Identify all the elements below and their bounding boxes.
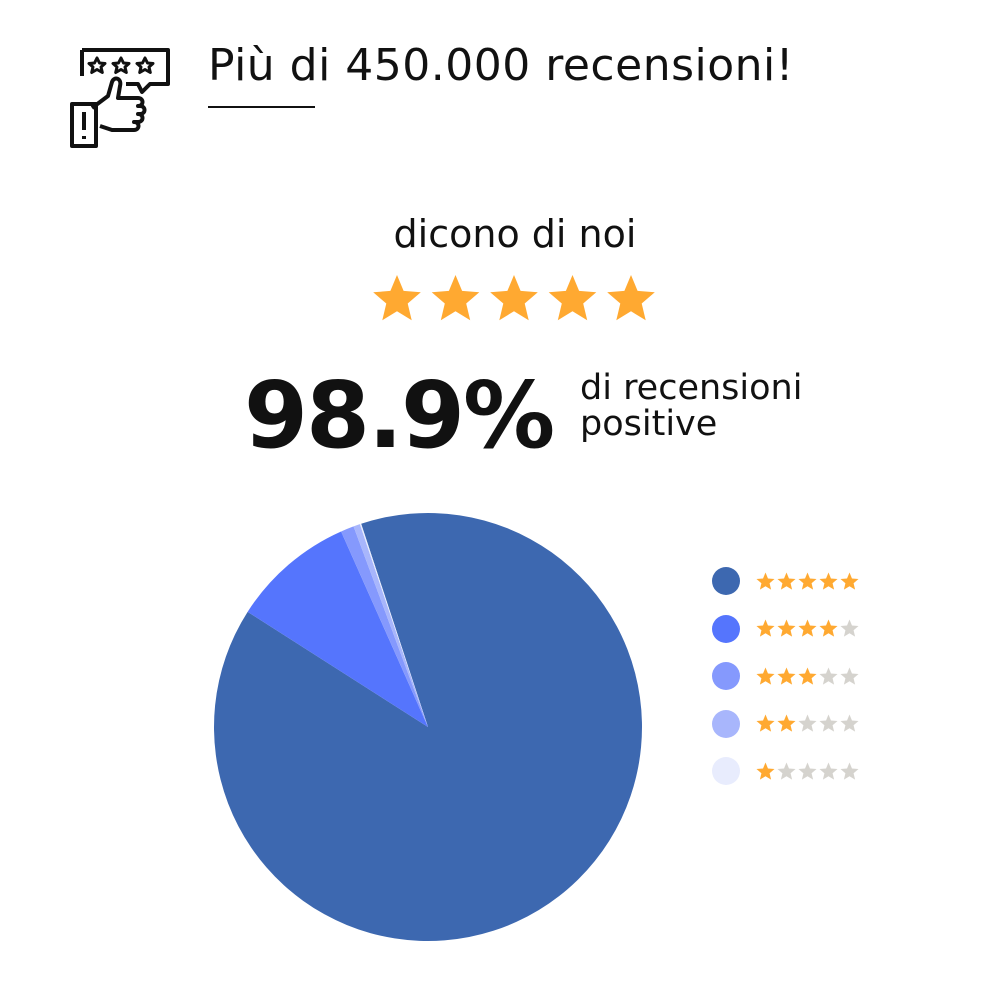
star-icon (548, 275, 597, 321)
legend-item-1-stars (712, 756, 861, 786)
star-filled-icon (840, 571, 859, 590)
star-empty-icon (798, 761, 817, 780)
star-filled-icon (777, 666, 796, 685)
star-filled-icon (798, 666, 817, 685)
star-filled-icon (819, 571, 838, 590)
title-underline (208, 106, 315, 108)
legend-item-4-stars (712, 614, 861, 644)
pie-slice-4-stars (247, 531, 428, 727)
star-filled-icon (756, 714, 775, 732)
star-empty-icon (819, 714, 838, 732)
thumbs-up-review-stars-icon (70, 48, 170, 148)
star-empty-icon (819, 666, 838, 685)
pie-slice-2-stars (353, 524, 428, 727)
star-filled-icon (798, 571, 817, 590)
legend-swatch (712, 567, 740, 595)
star-empty-icon (840, 761, 859, 780)
star-filled-icon (756, 761, 775, 780)
star-icon (607, 275, 655, 321)
star-empty-icon (840, 666, 859, 685)
positive-percentage: 98.9% (244, 362, 555, 469)
star-empty-icon (840, 714, 859, 732)
legend-swatch (712, 709, 740, 738)
legend-swatch (712, 662, 740, 690)
star-filled-icon (798, 619, 817, 637)
star-empty-icon (819, 761, 838, 780)
star-filled-icon (756, 571, 775, 590)
positive-label-line2: positive (580, 404, 718, 444)
star-empty-icon (798, 714, 817, 732)
subtitle: dicono di noi (393, 212, 637, 256)
pie-slice-1-stars (359, 523, 428, 727)
pie-chart (213, 513, 642, 941)
legend-item-5-stars (712, 566, 861, 596)
star-icon (490, 275, 538, 321)
star-filled-icon (756, 619, 775, 637)
positive-label: di recensioni positive (580, 370, 802, 442)
pie-slice-3-stars (341, 526, 428, 727)
pie-slice-5-stars (213, 513, 642, 941)
rating-stars (373, 275, 655, 321)
star-filled-icon (777, 571, 796, 590)
legend-item-3-stars (712, 661, 861, 691)
star-icon (373, 275, 421, 321)
star-empty-icon (840, 619, 859, 637)
legend-swatch (712, 757, 740, 785)
star-icon (431, 275, 480, 321)
positive-label-line1: di recensioni (580, 368, 803, 408)
star-filled-icon (777, 714, 796, 732)
star-filled-icon (756, 666, 775, 685)
star-empty-icon (777, 761, 796, 780)
star-filled-icon (819, 619, 838, 637)
star-filled-icon (777, 619, 796, 637)
legend-swatch (712, 614, 740, 643)
legend-item-2-stars (712, 709, 861, 739)
page-title: Più di 450.000 recensioni! (208, 40, 794, 91)
